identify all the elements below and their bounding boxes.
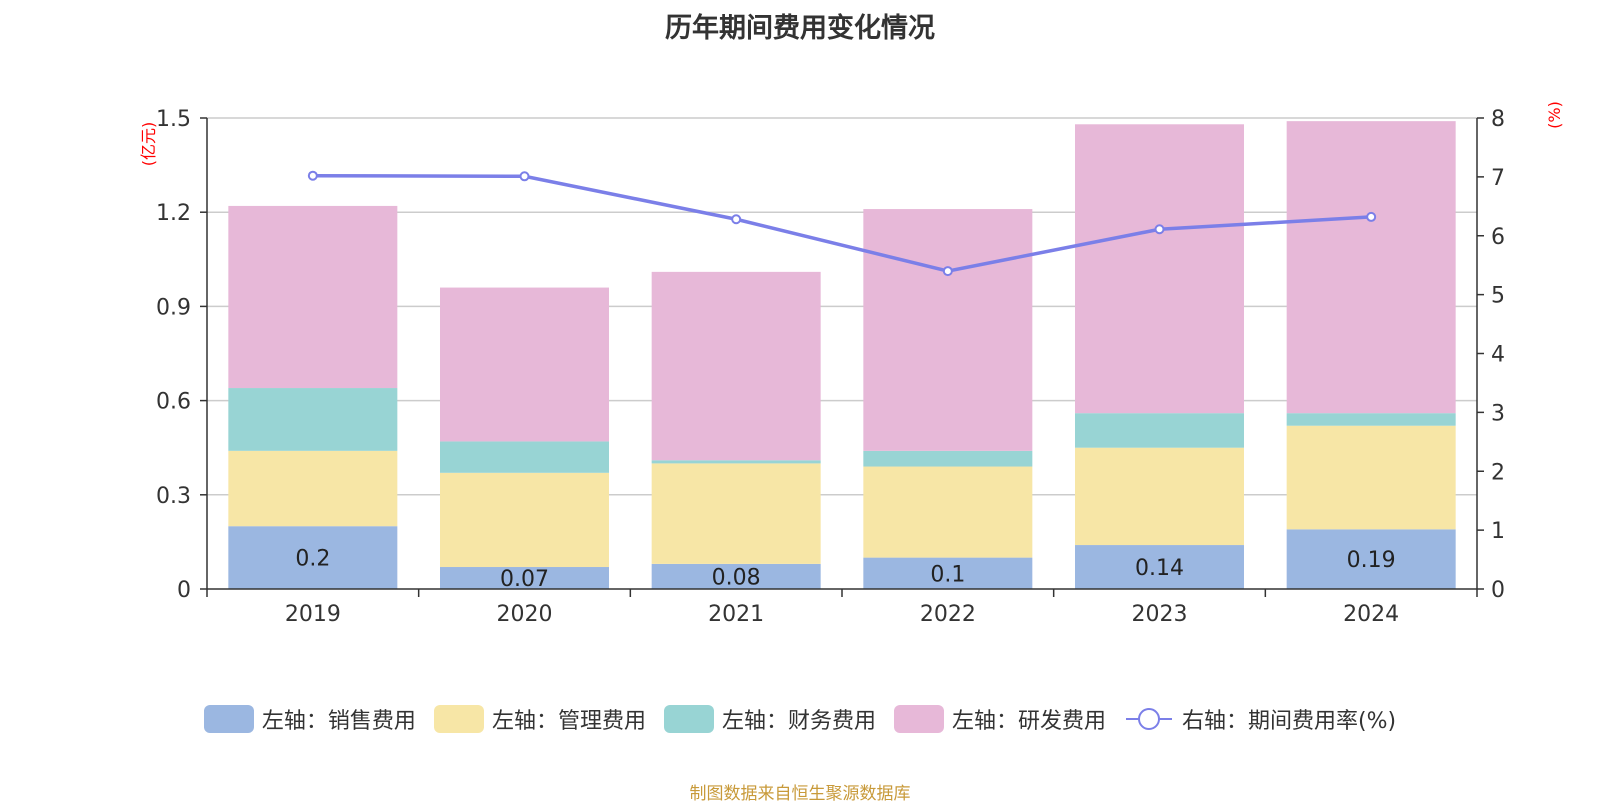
legend-item: 左轴：管理费用 [433,703,646,735]
right-axis-tick-label: 4 [1491,343,1505,368]
right-axis-tick-label: 7 [1491,166,1505,191]
bar-data-label: 0.2 [295,547,330,572]
bar-segment-2 [440,472,609,568]
bar-segment-4 [1075,124,1244,414]
bar-segment-3 [651,460,821,464]
rate-line [312,173,1372,273]
left-axis-unit-label: (亿元) [139,122,158,167]
legend-swatch [433,705,484,733]
bar-data-label: 0.19 [1347,548,1396,573]
bar-data-label: 0.07 [500,567,549,592]
bar-segment-3 [228,388,398,451]
x-axis-tick-label: 2023 [1132,602,1188,627]
bar-segment-3 [440,441,609,473]
source-note: 制图数据来自恒生聚源数据库 [689,784,911,804]
legend-label: 左轴：管理费用 [491,709,646,734]
bar-segment-1 [440,567,609,589]
legend-item: 左轴：销售费用 [203,703,416,735]
rate-point [731,214,742,225]
legend-label: 右轴：期间费用率(%) [1181,709,1397,734]
x-axis-tick-label: 2024 [1343,602,1399,627]
legend-swatch [1125,708,1172,730]
bar-segment-4 [863,209,1033,451]
bar-segment-4 [228,205,398,389]
bar-segment-3 [1075,413,1244,448]
legend-item: 左轴：研发费用 [893,703,1106,735]
rate-point [1154,224,1165,235]
bar-segment-1 [228,526,398,589]
left-axis-tick-label: 0.6 [156,390,191,415]
chart-title: 历年期间费用变化情况 [665,13,935,44]
left-axis-tick-label: 0.9 [156,295,191,320]
bar-segment-1 [1286,529,1456,589]
bar-segment-4 [1286,121,1456,414]
right-axis-tick-label: 3 [1491,401,1505,426]
right-axis-tick-label: 8 [1491,107,1505,132]
bar-segment-3 [863,450,1033,467]
bar-data-label: 0.08 [712,565,761,590]
x-axis-tick-label: 2021 [708,602,764,627]
bar-segment-2 [651,463,821,564]
bar-segment-2 [228,450,398,527]
right-axis-tick-label: 5 [1491,284,1505,309]
right-axis-tick-label: 2 [1491,460,1505,485]
legend-swatch [203,705,254,733]
bar-segment-2 [1286,425,1456,530]
rate-point [307,170,318,181]
bar-data-label: 0.1 [930,562,965,587]
x-axis-tick-label: 2020 [497,602,553,627]
right-axis-tick-label: 1 [1491,519,1505,544]
legend-item: 左轴：财务费用 [663,703,876,735]
legend-swatch [663,705,714,733]
bar-segment-4 [651,271,821,461]
x-axis-tick-label: 2019 [285,602,341,627]
rate-point [1366,211,1377,222]
bar-segment-1 [863,557,1033,589]
bar-segment-2 [1075,447,1244,546]
bar-segment-3 [1286,413,1456,426]
left-axis-tick-label: 1.2 [156,201,191,226]
right-axis-tick-label: 0 [1491,578,1505,603]
bar-segment-1 [651,563,821,589]
bar-segment-1 [1075,545,1244,589]
rate-point [519,171,530,182]
x-axis-tick-label: 2022 [920,602,976,627]
rate-point [942,266,953,277]
legend-label: 左轴：销售费用 [261,709,416,734]
legend-item: 右轴：期间费用率(%) [1124,703,1396,735]
right-axis-tick-label: 6 [1491,225,1505,250]
left-axis-tick-label: 1.5 [156,107,191,132]
bar-data-label: 0.14 [1135,556,1184,581]
right-axis-unit-label: (%) [1545,101,1564,129]
left-axis-tick-label: 0 [177,578,191,603]
legend-swatch [893,705,944,733]
legend-label: 左轴：研发费用 [951,709,1106,734]
legend: 左轴：销售费用 左轴：管理费用 左轴：财务费用 左轴：研发费用 右轴：期间费用率(%) [0,703,1600,735]
left-axis-tick-label: 0.3 [156,484,191,509]
bar-segment-2 [863,466,1033,558]
legend-label: 左轴：财务费用 [721,709,876,734]
bar-segment-4 [440,287,609,442]
